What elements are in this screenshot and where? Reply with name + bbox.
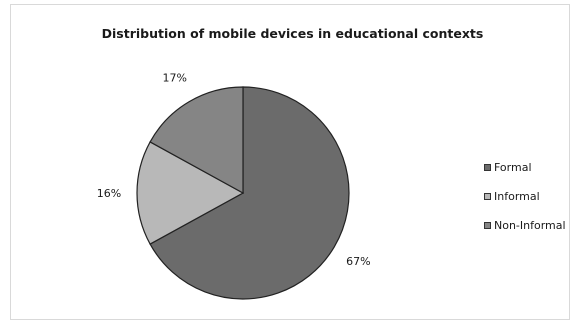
pie-slice-non-informal [149, 86, 244, 195]
legend-swatch-informal [484, 193, 491, 200]
chart-title: Distribution of mobile devices in educat… [101, 26, 484, 41]
legend-swatch-non-informal [484, 222, 491, 229]
legend-label-informal: Informal [494, 190, 540, 203]
pie-slice-informal [136, 141, 245, 245]
pie-slice-formal [149, 86, 350, 300]
data-label-non-informal: 17% [163, 72, 187, 85]
legend-swatch-formal [484, 164, 491, 171]
legend-item-informal: Informal [484, 182, 566, 211]
data-label-informal: 16% [97, 187, 121, 200]
legend: Formal Informal Non-Informal [484, 153, 566, 240]
legend-label-non-informal: Non-Informal [494, 219, 566, 232]
data-label-formal: 67% [346, 255, 370, 268]
legend-item-non-informal: Non-Informal [484, 211, 566, 240]
legend-item-formal: Formal [484, 153, 566, 182]
legend-label-formal: Formal [494, 161, 532, 174]
